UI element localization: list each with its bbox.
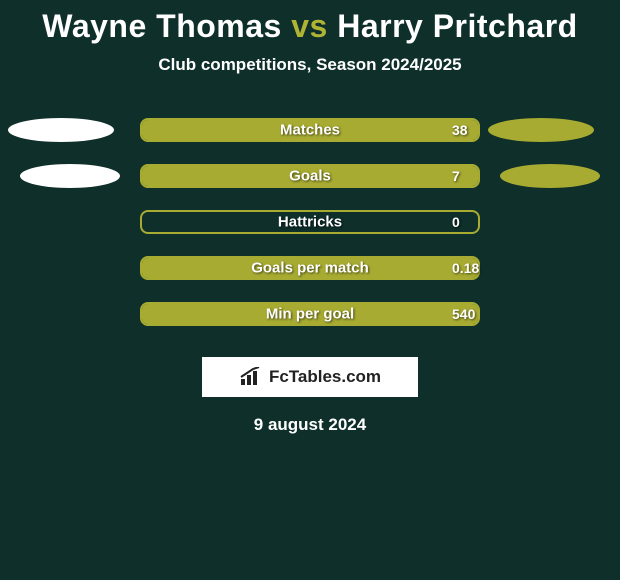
stat-value-right: 0.18 [452,260,479,276]
comparison-title: Wayne Thomas vs Harry Pritchard [0,0,620,45]
stat-label: Goals [289,168,331,185]
player2-name: Harry Pritchard [337,8,577,44]
stat-row: Goals per match 0.18 [0,245,620,291]
stat-label: Hattricks [278,214,342,231]
stat-track: Hattricks [140,210,480,234]
date-label: 9 august 2024 [0,415,620,435]
player2-marker [488,118,594,142]
stat-label: Matches [280,122,340,139]
stat-row: Matches 38 [0,107,620,153]
player1-marker [8,118,114,142]
stat-value-right: 38 [452,122,468,138]
comparison-chart: Matches 38 Goals 7 Hattricks 0 Goals per match… [0,107,620,337]
stat-value-right: 7 [452,168,460,184]
player1-marker [20,164,120,188]
stat-track: Goals per match [140,256,480,280]
stat-track: Goals [140,164,480,188]
bar-chart-icon [239,367,263,387]
stat-label: Goals per match [251,260,369,277]
player2-marker [500,164,600,188]
stat-row: Min per goal 540 [0,291,620,337]
stat-track: Matches [140,118,480,142]
stat-value-right: 540 [452,306,475,322]
stat-label: Min per goal [266,306,354,323]
stat-row: Goals 7 [0,153,620,199]
player1-name: Wayne Thomas [42,8,282,44]
vs-separator: vs [291,8,328,44]
stat-value-right: 0 [452,214,460,230]
subtitle: Club competitions, Season 2024/2025 [0,55,620,75]
brand-box: FcTables.com [202,357,418,397]
stat-track: Min per goal [140,302,480,326]
brand-text: FcTables.com [269,367,381,387]
stat-row: Hattricks 0 [0,199,620,245]
